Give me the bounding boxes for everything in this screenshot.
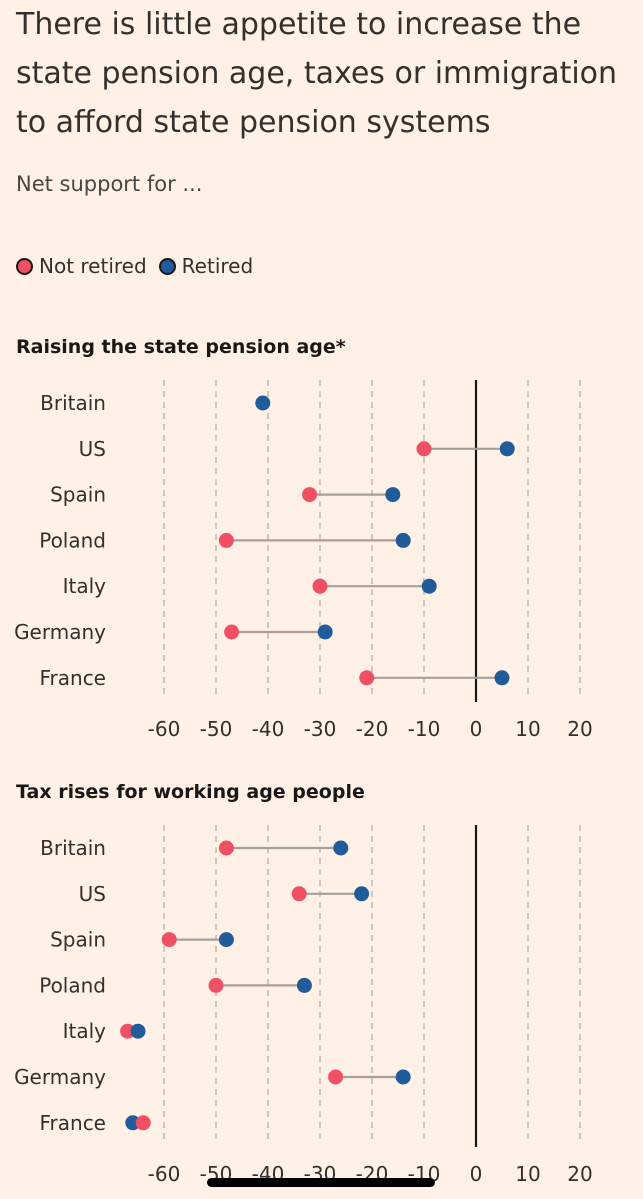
x-tick-label: 0: [470, 717, 483, 741]
legend-label-not-retired: Not retired: [39, 254, 147, 278]
dot-not-retired-poland: [208, 977, 224, 993]
pension-age-chart: -60 -50 -40 -30 -20 -10 0 10 20 Britain US Spain Pol…: [14, 380, 593, 741]
dot-not-retired-france: [135, 1115, 151, 1131]
dot-not-retired-france: [359, 670, 375, 686]
dot-not-retired-britain: [218, 840, 234, 856]
dot-retired-poland: [395, 532, 411, 548]
category-label-italy: Italy: [63, 574, 107, 598]
dot-retired-spain: [385, 487, 401, 503]
tax-rises-chart: -60 -50 -40 -30 -20 -10 0 10 20BritainUSSpainPol…: [14, 825, 593, 1186]
category-label-poland: Poland: [39, 973, 106, 997]
category-label-spain: Spain: [50, 483, 106, 507]
legend-item-not-retired: Not retired: [16, 254, 147, 278]
legend-swatch-not-retired: [16, 257, 33, 275]
category-label-germany: Germany: [14, 620, 106, 644]
legend-label-retired: Retired: [181, 254, 254, 278]
dot-retired-poland: [296, 977, 312, 993]
x-tick-label: 10: [515, 1162, 540, 1186]
dot-retired-france: [494, 670, 510, 686]
dot-retired-italy: [421, 578, 437, 594]
panel-title-pension-age: Raising the state pension age*: [16, 336, 346, 358]
category-label-poland: Poland: [39, 528, 106, 552]
legend: Not retired Retired: [16, 254, 265, 278]
chart-title: There is little appetite to increase the…: [16, 7, 618, 140]
category-label-france: France: [39, 1111, 106, 1135]
category-label-germany: Germany: [14, 1065, 106, 1089]
x-tick-label: -30: [304, 717, 337, 741]
category-label-britain: Britain: [40, 391, 106, 415]
x-tick-label: 20: [567, 717, 592, 741]
x-tick-label: -20: [356, 717, 389, 741]
dot-retired-italy: [130, 1023, 146, 1039]
dot-not-retired-spain: [302, 487, 318, 503]
dot-retired-germany: [395, 1069, 411, 1085]
legend-item-retired: Retired: [158, 254, 254, 278]
dot-retired-britain: [333, 840, 349, 856]
scrollbar[interactable]: [207, 1178, 435, 1187]
dot-retired-france: [125, 1115, 141, 1131]
dot-retired-spain: [218, 932, 234, 948]
dot-retired-germany: [317, 624, 333, 640]
x-tick-label: -50: [200, 717, 233, 741]
category-label-spain: Spain: [50, 928, 106, 952]
legend-swatch-retired: [158, 257, 176, 275]
x-tick-label: 0: [470, 1162, 483, 1186]
dot-not-retired-germany: [328, 1069, 344, 1085]
x-tick-label: -10: [408, 717, 441, 741]
category-label-us: US: [79, 437, 106, 461]
dot-retired-britain: [255, 395, 271, 411]
x-tick-label: 10: [515, 717, 540, 741]
category-label-britain: Britain: [40, 836, 106, 860]
dot-not-retired-italy: [312, 578, 328, 594]
dot-retired-us: [354, 886, 370, 902]
dot-not-retired-germany: [224, 624, 240, 640]
dot-not-retired-poland: [218, 532, 234, 548]
chart-subtitle: Net support for ...: [16, 172, 203, 196]
dot-not-retired-us: [291, 886, 307, 902]
dot-not-retired-spain: [161, 932, 177, 948]
dot-retired-us: [499, 441, 515, 457]
category-label-france: France: [39, 666, 106, 690]
dot-not-retired-italy: [120, 1023, 136, 1039]
x-tick-label: 20: [567, 1162, 592, 1186]
category-label-italy: Italy: [63, 1019, 107, 1043]
category-label-us: US: [79, 882, 106, 906]
panel-title-tax-rises: Tax rises for working age people: [16, 781, 365, 803]
x-tick-label: -40: [252, 717, 285, 741]
x-tick-label: -60: [148, 717, 181, 741]
dot-not-retired-us: [416, 441, 432, 457]
x-tick-label: -60: [148, 1162, 181, 1186]
